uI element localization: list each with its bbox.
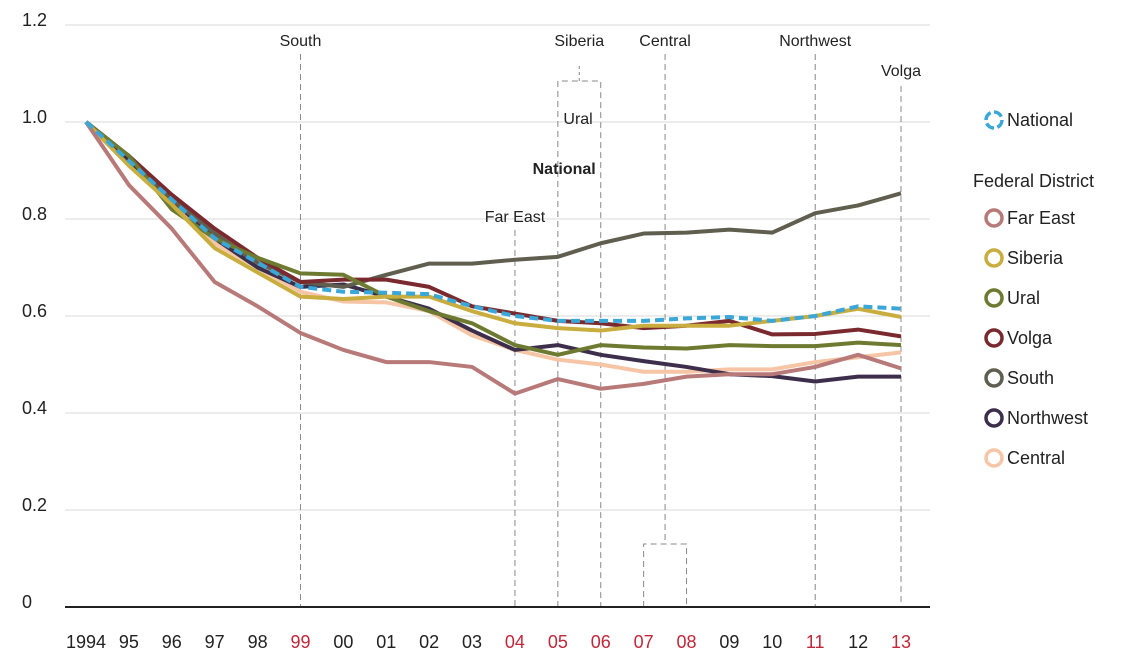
y-tick-label: 0 [22, 592, 32, 612]
series-line [84, 120, 902, 396]
y-tick-label: 0.4 [22, 398, 47, 418]
x-tick-label: 00 [333, 632, 353, 652]
x-tick-label: 97 [205, 632, 225, 652]
x-tick-label: 1994 [66, 632, 106, 652]
series-line [84, 120, 902, 289]
y-tick-label: 0.6 [22, 301, 47, 321]
annotation-bracket [557, 80, 602, 607]
x-tick-label: 04 [505, 632, 525, 652]
series-line [84, 120, 902, 333]
legend-label: Siberia [1007, 248, 1064, 268]
legend-label: Northwest [1007, 408, 1088, 428]
annotation-bracket [643, 543, 688, 607]
legend-marker [984, 288, 1004, 308]
annotation-label: Central [639, 33, 691, 50]
x-tick-label: 95 [119, 632, 139, 652]
x-tick-label: 11 [806, 632, 825, 652]
x-tick-label: 03 [462, 632, 482, 652]
x-tick-label: 98 [248, 632, 268, 652]
series-line [84, 120, 902, 374]
y-tick-label: 0.2 [22, 495, 47, 515]
legend-marker [984, 248, 1004, 268]
legend-marker [984, 110, 1004, 130]
annotation-label: National [533, 161, 596, 178]
annotation-label: Northwest [779, 33, 852, 50]
x-tick-label: 09 [719, 632, 739, 652]
legend-label: South [1007, 368, 1054, 388]
legend-marker [984, 448, 1004, 468]
annotation-label: Far East [485, 209, 546, 226]
legend-label: Volga [1007, 328, 1053, 348]
annotation-label: Siberia [554, 33, 604, 50]
legend-marker [984, 368, 1004, 388]
legend-label: Ural [1007, 288, 1040, 308]
series-line [84, 120, 902, 357]
annotation-label: South [280, 33, 322, 50]
x-tick-label: 02 [419, 632, 439, 652]
legend-label: Far East [1007, 208, 1075, 228]
x-tick-label: 12 [848, 632, 868, 652]
annotation-label: Volga [881, 63, 921, 80]
x-tick-label: 10 [762, 632, 782, 652]
x-tick-label: 08 [677, 632, 697, 652]
x-tick-label: 13 [891, 632, 911, 652]
x-tick-label: 99 [290, 632, 310, 652]
legend-marker [984, 408, 1004, 428]
legend-label: Central [1007, 448, 1065, 468]
y-tick-label: 1.0 [22, 107, 47, 127]
x-tick-label: 96 [162, 632, 182, 652]
x-tick-label: 06 [591, 632, 611, 652]
y-tick-label: 0.8 [22, 204, 47, 224]
series-line [84, 120, 902, 323]
legend-label: National [1007, 110, 1073, 130]
annotation-label: Ural [563, 111, 592, 128]
legend-title: Federal District [973, 171, 1094, 191]
legend-marker [984, 328, 1004, 348]
x-tick-label: 07 [634, 632, 654, 652]
x-tick-label: 01 [376, 632, 396, 652]
y-tick-label: 1.2 [22, 10, 47, 30]
legend-marker [984, 208, 1004, 228]
x-tick-label: 05 [548, 632, 568, 652]
